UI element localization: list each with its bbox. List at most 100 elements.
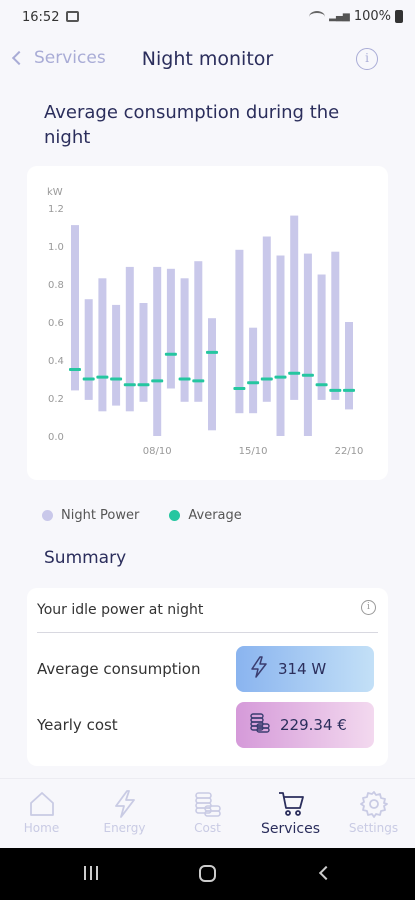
- wifi-icon: [309, 10, 326, 23]
- night-power-bar: [71, 225, 79, 391]
- y-tick-label: 0.4: [48, 356, 64, 367]
- lightning-icon: [250, 656, 268, 682]
- info-icon[interactable]: i: [356, 48, 378, 70]
- signal-icon: ▂▄▆: [329, 11, 350, 22]
- yearly-cost-pill: 229.34 €: [236, 702, 374, 748]
- average-marker: [343, 388, 355, 392]
- yearly-cost-value: 229.34 €: [280, 716, 347, 734]
- average-marker: [233, 387, 246, 390]
- chart-heading: Average consumption during the night: [44, 102, 340, 148]
- idle-power-label: Your idle power at night: [37, 602, 204, 618]
- y-tick-label: 0.2: [48, 394, 64, 405]
- average-marker: [110, 377, 123, 381]
- night-power-bar: [139, 303, 148, 402]
- night-power-bar: [84, 299, 93, 400]
- system-back-button[interactable]: [318, 865, 334, 881]
- average-marker: [69, 368, 81, 371]
- legend-dot-average: [169, 510, 181, 521]
- avg-consumption-value: 314 W: [278, 660, 327, 678]
- night-power-bar: [235, 249, 244, 414]
- recent-apps-button[interactable]: [84, 866, 98, 880]
- y-tick-label: 1.2: [48, 204, 64, 215]
- system-nav-bar: [0, 848, 415, 900]
- lightning-icon: [114, 790, 135, 818]
- yearly-cost-label: Yearly cost: [37, 716, 118, 734]
- nav-cost[interactable]: Cost: [166, 787, 249, 835]
- status-bar: 16:52 ▂▄▆ 100%: [0, 0, 415, 36]
- night-power-bar: [317, 274, 326, 400]
- night-consumption-chart: kW 0.0 0.2 0.4 0.6 0.8 1.0 1.2 08/10 15/10 22/10: [47, 187, 364, 457]
- night-power-bar: [262, 236, 271, 402]
- night-power-bar: [276, 255, 285, 436]
- average-marker: [274, 375, 287, 379]
- home-icon: [29, 792, 54, 816]
- night-power-bar: [180, 278, 189, 402]
- coins-icon: [194, 792, 221, 817]
- idle-info-icon[interactable]: i: [361, 600, 376, 615]
- y-tick-label: 1.0: [48, 242, 64, 253]
- y-axis-unit: kW: [47, 187, 63, 198]
- night-power-bar: [166, 268, 175, 389]
- chart-card: kW 0.0 0.2 0.4 0.6 0.8 1.0 1.2 08/10 15/10 22/10: [27, 166, 388, 480]
- legend-label-average: Average: [188, 508, 242, 523]
- x-tick-label: 08/10: [143, 446, 172, 457]
- night-power-bar: [345, 322, 353, 410]
- divider: [37, 632, 378, 633]
- average-marker: [192, 379, 205, 383]
- average-marker: [123, 383, 136, 387]
- nav-settings[interactable]: Settings: [332, 787, 415, 835]
- night-power-bar: [208, 318, 216, 431]
- night-power-bar: [249, 327, 258, 414]
- legend-label-night-power: Night Power: [61, 508, 140, 523]
- average-marker: [82, 377, 95, 381]
- average-marker: [260, 377, 273, 381]
- average-marker: [288, 371, 301, 375]
- y-tick-label: 0.8: [48, 280, 64, 291]
- nav-energy-label: Energy: [103, 821, 146, 835]
- average-marker: [178, 377, 191, 381]
- night-power-bar: [194, 261, 203, 402]
- nav-energy[interactable]: Energy: [83, 787, 166, 835]
- avg-consumption-label: Average consumption: [37, 660, 201, 678]
- image-notification-icon: [66, 11, 79, 22]
- legend-average[interactable]: Average: [169, 508, 242, 523]
- night-power-bar: [303, 253, 312, 436]
- average-marker: [96, 375, 109, 379]
- night-power-bar: [125, 266, 134, 412]
- average-marker: [247, 381, 260, 385]
- average-marker: [206, 350, 218, 354]
- avg-consumption-pill: 314 W: [236, 646, 374, 692]
- battery-percent: 100%: [353, 9, 391, 24]
- y-tick-label: 0.0: [48, 432, 64, 443]
- cart-icon: [278, 792, 304, 816]
- night-power-bar: [112, 304, 121, 406]
- summary-title: Summary: [44, 548, 127, 568]
- night-power-bar: [290, 215, 299, 400]
- nav-services[interactable]: Services: [249, 787, 332, 837]
- average-marker: [151, 379, 164, 383]
- back-label: Services: [34, 48, 106, 68]
- average-marker: [315, 383, 328, 387]
- x-tick-label: 22/10: [335, 446, 364, 457]
- home-button[interactable]: [199, 865, 216, 882]
- status-time: 16:52: [22, 10, 60, 25]
- nav-services-label: Services: [260, 821, 321, 837]
- legend-dot-night-power: [42, 510, 53, 521]
- battery-icon: [395, 10, 403, 23]
- nav-home[interactable]: Home: [0, 787, 83, 835]
- average-marker: [329, 388, 342, 392]
- chart-legend: Night Power Average: [42, 508, 242, 523]
- legend-night-power[interactable]: Night Power: [42, 508, 139, 523]
- status-right: ▂▄▆ 100%: [309, 9, 403, 24]
- back-button[interactable]: Services: [11, 48, 106, 68]
- night-power-bar: [153, 266, 162, 436]
- nav-cost-label: Cost: [194, 821, 221, 835]
- gear-icon: [359, 791, 388, 818]
- x-tick-label: 15/10: [239, 446, 268, 457]
- night-power-bar: [98, 278, 107, 412]
- bottom-nav: Home Energy Cost Services Settings: [0, 778, 415, 848]
- average-marker: [164, 352, 177, 356]
- average-marker: [137, 383, 150, 387]
- top-bar: Services Night monitor i: [0, 36, 415, 84]
- y-tick-label: 0.6: [48, 318, 64, 329]
